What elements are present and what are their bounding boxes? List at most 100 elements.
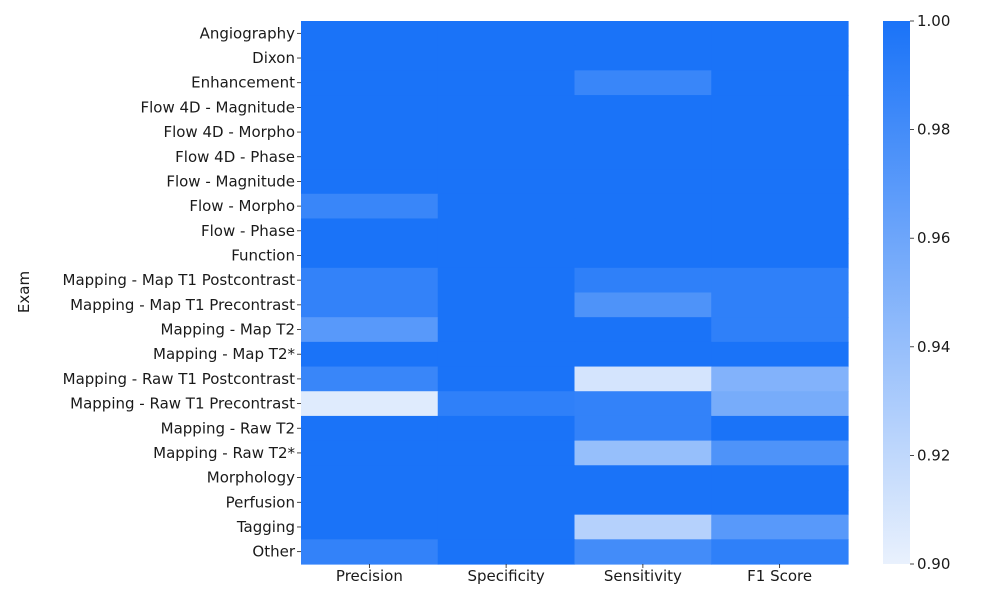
- y-axis-label: Exam: [15, 271, 33, 313]
- heatmap-cell: [711, 95, 849, 121]
- heatmap-cell: [574, 489, 712, 516]
- column-label: F1 Score: [747, 567, 812, 585]
- heatmap-cell: [574, 267, 712, 294]
- heatmap-cell: [437, 415, 576, 442]
- heatmap-cell: [301, 218, 439, 244]
- heatmap-cell: [711, 119, 849, 146]
- heatmap-cell: [711, 489, 849, 516]
- heatmap-cell: [711, 415, 849, 442]
- heatmap-cell: [711, 144, 849, 170]
- heatmap-cell: [301, 292, 439, 318]
- heatmap-cell: [574, 415, 712, 442]
- heatmap-cell: [301, 514, 439, 540]
- colorbar-tick-label: 1.00: [917, 12, 950, 30]
- heatmap-cell: [711, 70, 849, 96]
- colorbar-tick-label: 0.96: [917, 229, 950, 247]
- heatmap-cell: [574, 45, 712, 71]
- heatmap-cell: [437, 95, 576, 121]
- heatmap-cell: [574, 169, 712, 195]
- column-labels: Precision Specificity Sensitivity F1 Score: [336, 564, 812, 585]
- row-label: Morphology: [207, 469, 295, 487]
- heatmap-cells: [301, 21, 849, 565]
- row-label: Mapping - Raw T2: [161, 419, 295, 437]
- heatmap-cell: [301, 95, 439, 121]
- heatmap-cell: [437, 144, 576, 170]
- colorbar-tick-label: 0.92: [917, 446, 950, 464]
- heatmap-cell: [711, 465, 849, 491]
- heatmap-cell: [574, 440, 712, 466]
- row-label: Flow - Phase: [201, 222, 295, 240]
- column-label: Specificity: [467, 567, 544, 585]
- heatmap-cell: [711, 21, 849, 47]
- heatmap-cell: [711, 341, 849, 368]
- heatmap-cell: [711, 391, 849, 417]
- colorbar-ticks: 1.00 0.98 0.96 0.94 0.92 0.90: [910, 12, 950, 573]
- heatmap-cell: [301, 391, 439, 417]
- row-label: Angiography: [200, 24, 296, 42]
- row-label: Function: [231, 246, 295, 264]
- heatmap-cell: [574, 514, 712, 540]
- colorbar-gradient: [883, 21, 910, 564]
- row-label: Mapping - Map T1 Precontrast: [70, 296, 295, 314]
- heatmap-cell: [437, 489, 576, 516]
- heatmap-cell: [301, 169, 439, 195]
- heatmap-cell: [711, 514, 849, 540]
- heatmap-cell: [301, 489, 439, 516]
- row-label: Flow - Morpho: [189, 197, 295, 215]
- colorbar-tick-label: 0.94: [917, 338, 950, 356]
- heatmap-cell: [574, 391, 712, 417]
- heatmap-cell: [301, 21, 439, 47]
- heatmap-cell: [574, 193, 712, 220]
- heatmap-cell: [711, 169, 849, 195]
- heatmap-cell: [574, 243, 712, 269]
- row-label: Flow - Magnitude: [166, 172, 295, 190]
- heatmap-cell: [301, 366, 439, 392]
- row-label: Mapping - Map T1 Postcontrast: [63, 271, 296, 289]
- row-label: Mapping - Raw T2*: [153, 444, 295, 462]
- heatmap-cell: [437, 366, 576, 392]
- heatmap-cell: [574, 317, 712, 343]
- heatmap-cell: [437, 21, 576, 47]
- heatmap-cell: [437, 218, 576, 244]
- heatmap-cell: [301, 440, 439, 466]
- heatmap-cell: [437, 440, 576, 466]
- heatmap-cell: [437, 119, 576, 146]
- row-label: Mapping - Map T2: [161, 321, 295, 339]
- heatmap-cell: [574, 218, 712, 244]
- colorbar-tick-label: 0.98: [917, 121, 950, 139]
- row-label: Mapping - Raw T1 Precontrast: [70, 395, 295, 413]
- heatmap-cell: [437, 243, 576, 269]
- heatmap-cell: [301, 243, 439, 269]
- heatmap-cell: [437, 193, 576, 220]
- heatmap-cell: [711, 218, 849, 244]
- heatmap-cell: [437, 341, 576, 368]
- row-label: Dixon: [252, 49, 295, 67]
- heatmap-cell: [711, 440, 849, 466]
- heatmap-cell: [301, 267, 439, 294]
- heatmap-cell: [574, 366, 712, 392]
- row-label: Flow 4D - Morpho: [163, 123, 295, 141]
- heatmap-cell: [301, 465, 439, 491]
- heatmap-cell: [437, 391, 576, 417]
- heatmap-cell: [574, 95, 712, 121]
- heatmap-cell: [574, 144, 712, 170]
- row-label: Tagging: [236, 518, 295, 536]
- column-label: Precision: [336, 567, 403, 585]
- heatmap-cell: [711, 243, 849, 269]
- heatmap-cell: [711, 366, 849, 392]
- heatmap-cell: [437, 45, 576, 71]
- heatmap-cell: [437, 539, 576, 565]
- heatmap-cell: [711, 317, 849, 343]
- heatmap-cell: [574, 539, 712, 565]
- heatmap-cell: [711, 45, 849, 71]
- heatmap-cell: [574, 119, 712, 146]
- heatmap-cell: [437, 514, 576, 540]
- heatmap-cell: [301, 539, 439, 565]
- column-label: Sensitivity: [604, 567, 682, 585]
- row-label: Mapping - Raw T1 Postcontrast: [63, 370, 295, 388]
- heatmap-cell: [437, 292, 576, 318]
- heatmap-cell: [301, 45, 439, 71]
- row-label: Enhancement: [191, 74, 295, 92]
- heatmap-cell: [301, 70, 439, 96]
